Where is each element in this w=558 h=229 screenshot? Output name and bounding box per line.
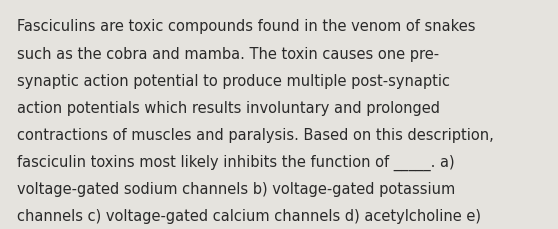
Text: action potentials which results involuntary and prolonged: action potentials which results involunt… xyxy=(17,100,440,115)
Text: fasciculin toxins most likely inhibits the function of _____. a): fasciculin toxins most likely inhibits t… xyxy=(17,154,454,170)
Text: such as the cobra and mamba. The toxin causes one pre-: such as the cobra and mamba. The toxin c… xyxy=(17,46,439,61)
Text: channels c) voltage-gated calcium channels d) acetylcholine e): channels c) voltage-gated calcium channe… xyxy=(17,208,480,223)
Text: synaptic action potential to produce multiple post-synaptic: synaptic action potential to produce mul… xyxy=(17,73,450,88)
Text: contractions of muscles and paralysis. Based on this description,: contractions of muscles and paralysis. B… xyxy=(17,127,493,142)
Text: voltage-gated sodium channels b) voltage-gated potassium: voltage-gated sodium channels b) voltage… xyxy=(17,181,455,196)
Text: Fasciculins are toxic compounds found in the venom of snakes: Fasciculins are toxic compounds found in… xyxy=(17,19,475,34)
